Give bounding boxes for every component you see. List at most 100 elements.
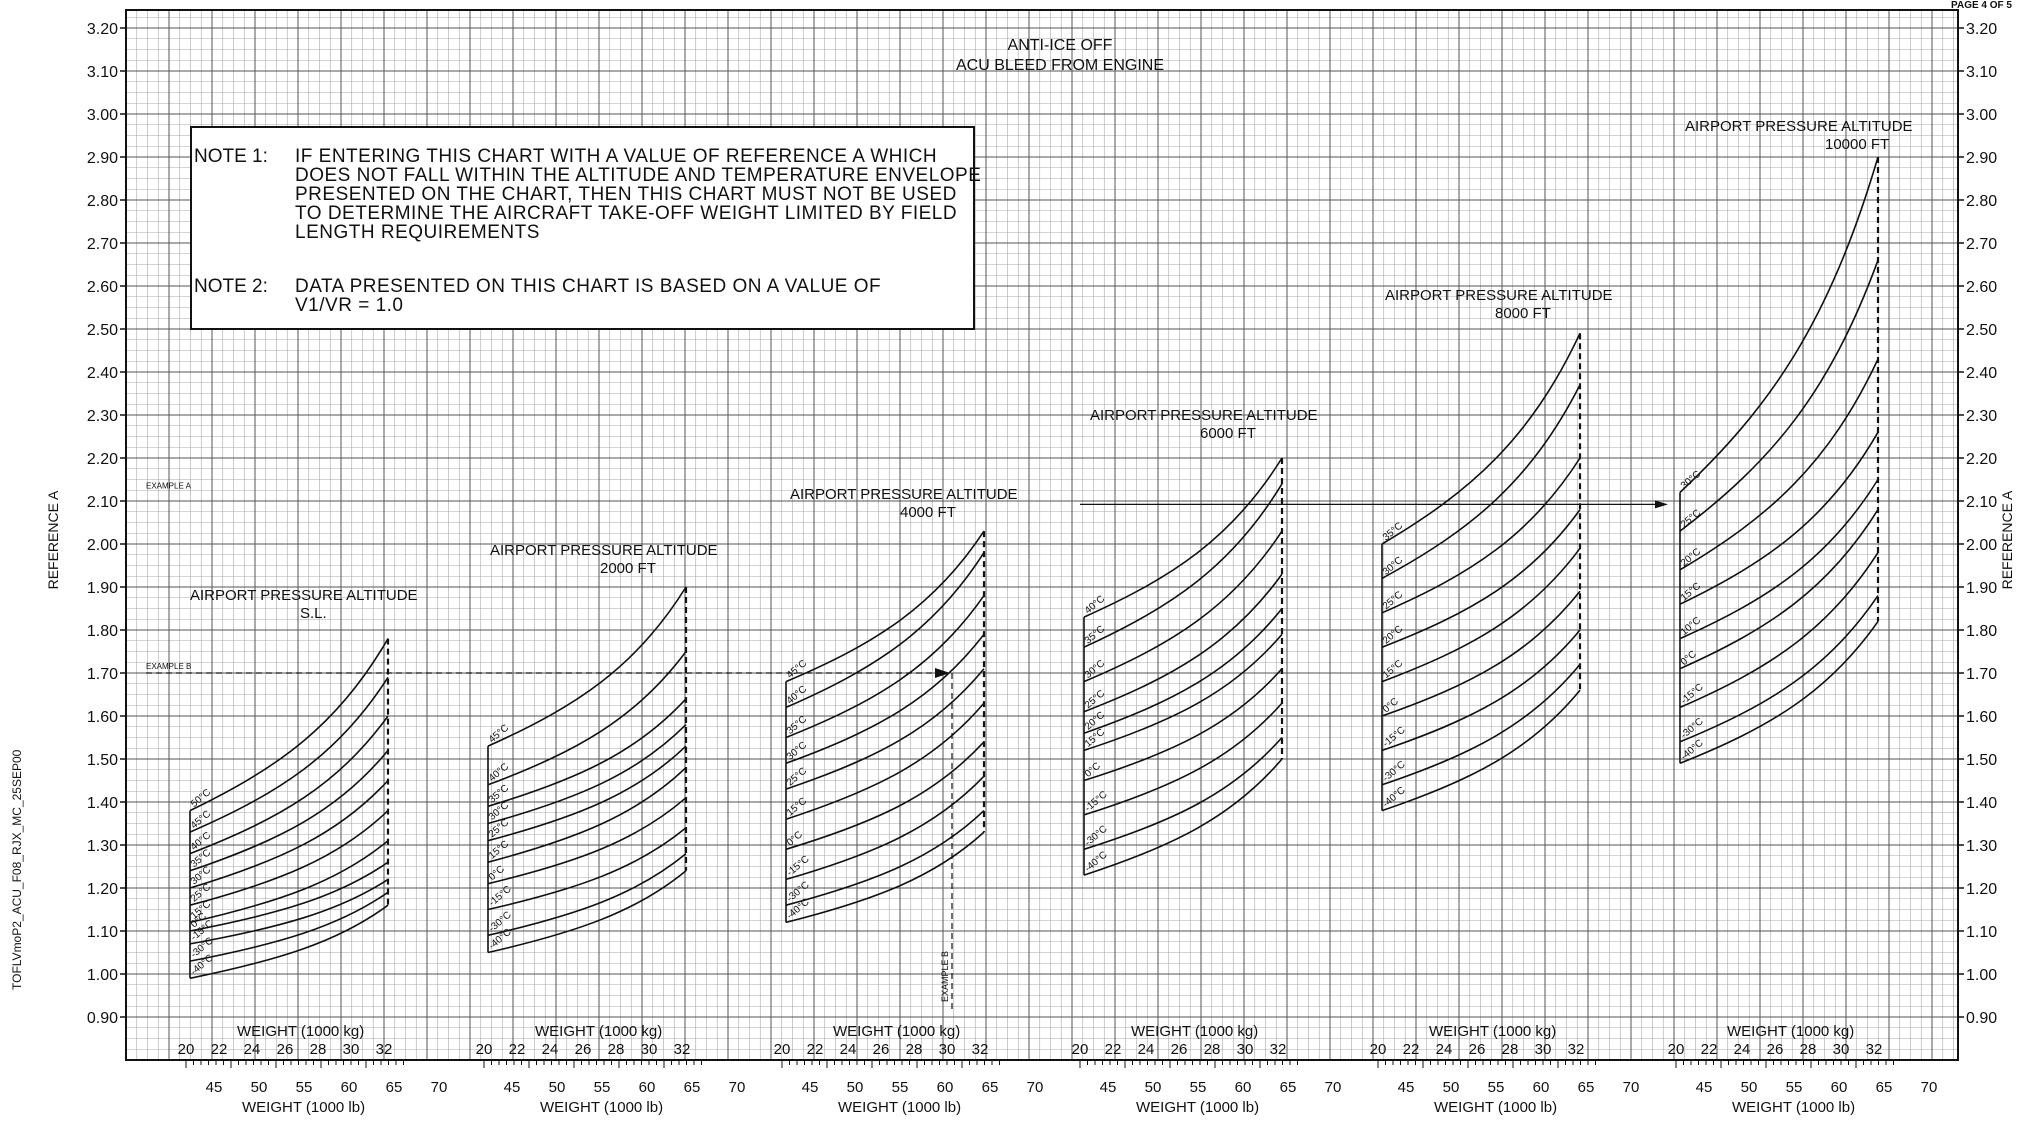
kg-tick-label: 32: [1568, 1041, 1585, 1058]
temperature-label: 30°C: [1679, 469, 1703, 492]
y-tick-label-right: 1.60: [1966, 709, 1997, 726]
temperature-curve: [1381, 509, 1581, 648]
kg-tick-label: 26: [277, 1041, 294, 1058]
temperature-curve: [785, 810, 985, 906]
kg-tick-label: 20: [1072, 1041, 1089, 1058]
kg-tick-label: 24: [1436, 1041, 1453, 1058]
kg-tick-label: 30: [343, 1041, 360, 1058]
kg-tick-label: 30: [1237, 1041, 1254, 1058]
chart-header-line1: ANTI-ICE OFF: [1008, 37, 1113, 54]
temperature-curve: [1679, 595, 1879, 743]
example-b-label: EXAMPLE B: [146, 662, 191, 671]
weight-lb-label: WEIGHT (1000 lb): [1136, 1099, 1259, 1116]
kg-tick-label: 22: [509, 1041, 526, 1058]
panel-title: AIRPORT PRESSURE ALTITUDE: [1385, 287, 1613, 304]
temperature-curve: [189, 676, 389, 833]
kg-tick-label: 20: [178, 1041, 195, 1058]
temperature-curve: [189, 810, 389, 906]
y-tick-label-right: 1.70: [1966, 666, 1997, 683]
temperature-curve: [1083, 736, 1283, 851]
y-tick-label-left: 2.50: [87, 322, 118, 339]
temperature-curve: [189, 638, 389, 812]
kg-tick-label: 24: [244, 1041, 261, 1058]
y-tick-label-left: 1.00: [87, 967, 118, 984]
y-tick-label-left: 2.90: [87, 150, 118, 167]
temperature-curve: [1083, 702, 1283, 816]
temperature-curve: [785, 702, 985, 820]
temperature-curve: [1083, 457, 1283, 618]
panel-weight-axes: WEIGHT (1000 kg) 20 22 24 26 28 30 32 45 50 55 60 65…: [1370, 1023, 1640, 1116]
temperature-curve: [487, 724, 687, 825]
temperature-label: 30°C: [1381, 555, 1405, 578]
temperature-label: 35°C: [1381, 521, 1405, 544]
temperature-curve: [785, 633, 985, 765]
note1-line: TO DETERMINE THE AIRCRAFT TAKE-OFF WEIGH…: [295, 203, 958, 224]
temperature-curve: [1381, 332, 1581, 545]
temperature-curve: [1083, 758, 1283, 876]
temperature-curve: [785, 741, 985, 851]
y-tick-label-right: 2.70: [1966, 236, 1997, 253]
y-tick-label-left: 2.10: [87, 494, 118, 511]
kg-tick-label: 30: [641, 1041, 658, 1058]
plot-frame: [125, 9, 1959, 1061]
temperature-curve: [1381, 457, 1581, 614]
temperature-curve: [1679, 358, 1879, 571]
weight-lb-label: WEIGHT (1000 lb): [1434, 1099, 1557, 1116]
temperature-curve: [487, 797, 687, 885]
weight-kg-label: WEIGHT (1000 kg): [1727, 1023, 1854, 1040]
plot-border: [125, 9, 1959, 1061]
kg-tick-label: 32: [1270, 1041, 1287, 1058]
kg-tick-label: 32: [1866, 1041, 1883, 1058]
y-tick-label-left: 1.70: [87, 666, 118, 683]
y-tick-label-left: 2.00: [87, 537, 118, 554]
y-tick-label-left: 1.10: [87, 924, 118, 941]
kg-tick-label: 22: [1701, 1041, 1718, 1058]
kg-tick-label: 28: [1800, 1041, 1817, 1058]
lb-tick-label: 65: [1876, 1079, 1893, 1096]
panel-title: AIRPORT PRESSURE ALTITUDE: [1685, 118, 1913, 135]
y-tick-label-right: 1.50: [1966, 752, 1997, 769]
note1-label: NOTE 1:: [194, 146, 268, 167]
y-tick-label-right: 2.80: [1966, 193, 1997, 210]
weight-kg-label: WEIGHT (1000 kg): [833, 1023, 960, 1040]
example-a-label: EXAMPLE A: [146, 481, 192, 490]
temperature-curve: [785, 530, 985, 683]
y-tick-label-right: 2.90: [1966, 150, 1997, 167]
y-tick-label-left: 1.60: [87, 709, 118, 726]
temperature-curve: [1679, 431, 1879, 605]
y-tick-labels: 0.90 0.90 1.00 1.00 1.10 1.10 1.20 1.20 1.30 1.30…: [87, 21, 1997, 1027]
chart-header-line2: ACU BLEED FROM ENGINE: [956, 57, 1164, 74]
lb-tick-label: 60: [1235, 1079, 1252, 1096]
temperature-curve: [189, 878, 389, 945]
lb-tick-label: 70: [1921, 1079, 1938, 1096]
temperature-curve: [1381, 547, 1581, 683]
y-tick-label-left: 1.50: [87, 752, 118, 769]
kg-tick-label: 30: [1833, 1041, 1850, 1058]
note1-line: PRESENTED ON THE CHART, THEN THIS CHART …: [295, 184, 957, 205]
temperature-curve: [487, 745, 687, 842]
lb-tick-label: 70: [729, 1079, 746, 1096]
y-tick-label-left: 2.60: [87, 279, 118, 296]
panel-altitude: 10000 FT: [1825, 136, 1889, 153]
temperature-curve: [1679, 620, 1879, 765]
temperature-curve: [1679, 509, 1879, 670]
temperature-curve: [189, 715, 389, 855]
lb-tick-label: 70: [1027, 1079, 1044, 1096]
temperature-curve: [189, 861, 389, 932]
lb-tick-label: 60: [937, 1079, 954, 1096]
y-tick-label-left: 1.90: [87, 580, 118, 597]
temperature-curve: [487, 698, 687, 808]
kg-tick-label: 20: [774, 1041, 791, 1058]
temperature-curve: [189, 904, 389, 980]
y-tick-label-right: 1.00: [1966, 967, 1997, 984]
kg-tick-label: 28: [1204, 1041, 1221, 1058]
temperature-curve: [487, 827, 687, 911]
temperature-curve: [487, 586, 687, 747]
kg-tick-label: 24: [1734, 1041, 1751, 1058]
kg-tick-label: 20: [1668, 1041, 1685, 1058]
lb-tick-label: 50: [1741, 1079, 1758, 1096]
lb-tick-label: 50: [251, 1079, 268, 1096]
weight-lb-label: WEIGHT (1000 lb): [242, 1099, 365, 1116]
weight-kg-label: WEIGHT (1000 kg): [237, 1023, 364, 1040]
